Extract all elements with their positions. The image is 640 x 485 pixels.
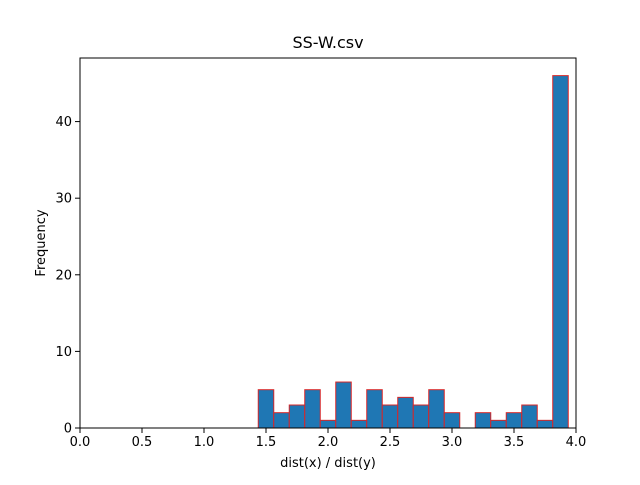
histogram-bar-14 — [474, 412, 492, 429]
histogram-bar-19 — [552, 75, 569, 429]
y-tick-label-2: 20 — [55, 268, 72, 283]
histogram-bar-2 — [288, 404, 306, 429]
x-axis-ticks: 0.0 0.5 1.0 1.5 2.0 2.5 3.0 3.5 4.0 — [70, 428, 587, 450]
histogram-bar-0 — [257, 389, 275, 429]
x-tick-label-1: 0.5 — [132, 435, 153, 450]
y-tick-label-1: 10 — [55, 345, 72, 360]
y-tick-label-3: 30 — [55, 192, 72, 207]
histogram-bar-8 — [381, 404, 399, 429]
x-axis-label: dist(x) / dist(y) — [280, 456, 376, 471]
histogram-bar-12 — [443, 412, 461, 429]
histogram-bar-11 — [428, 389, 445, 429]
x-tick-label-4: 2.0 — [318, 435, 339, 450]
histogram-bar-5 — [335, 381, 352, 429]
x-tick-label-3: 1.5 — [256, 435, 277, 450]
histogram-bar-9 — [397, 396, 414, 429]
histogram-bar-6 — [350, 419, 368, 429]
x-tick-label-8: 4.0 — [566, 435, 587, 450]
x-tick-label-5: 2.5 — [380, 435, 401, 450]
y-tick-label-0: 0 — [64, 422, 72, 437]
histogram-bar-16 — [505, 412, 523, 429]
bars-layer — [257, 75, 569, 429]
y-axis-label: Frequency — [34, 209, 49, 276]
histogram-bar-7 — [366, 389, 383, 429]
histogram-bar-4 — [319, 419, 337, 429]
histogram-bar-17 — [521, 404, 538, 429]
y-tick-label-4: 40 — [55, 115, 72, 130]
histogram-bar-18 — [536, 419, 554, 429]
histogram-bar-10 — [412, 404, 430, 429]
chart-title: SS-W.csv — [292, 33, 363, 52]
x-tick-label-2: 1.0 — [194, 435, 215, 450]
histogram-bar-1 — [273, 412, 290, 429]
plot-frame — [79, 57, 577, 429]
y-axis-ticks: 0 10 20 30 40 — [55, 115, 80, 437]
histogram-bar-3 — [304, 389, 321, 429]
x-tick-label-6: 3.0 — [442, 435, 463, 450]
x-tick-label-7: 3.5 — [504, 435, 525, 450]
x-tick-label-0: 0.0 — [70, 435, 91, 450]
histogram-bar-15 — [490, 419, 507, 429]
